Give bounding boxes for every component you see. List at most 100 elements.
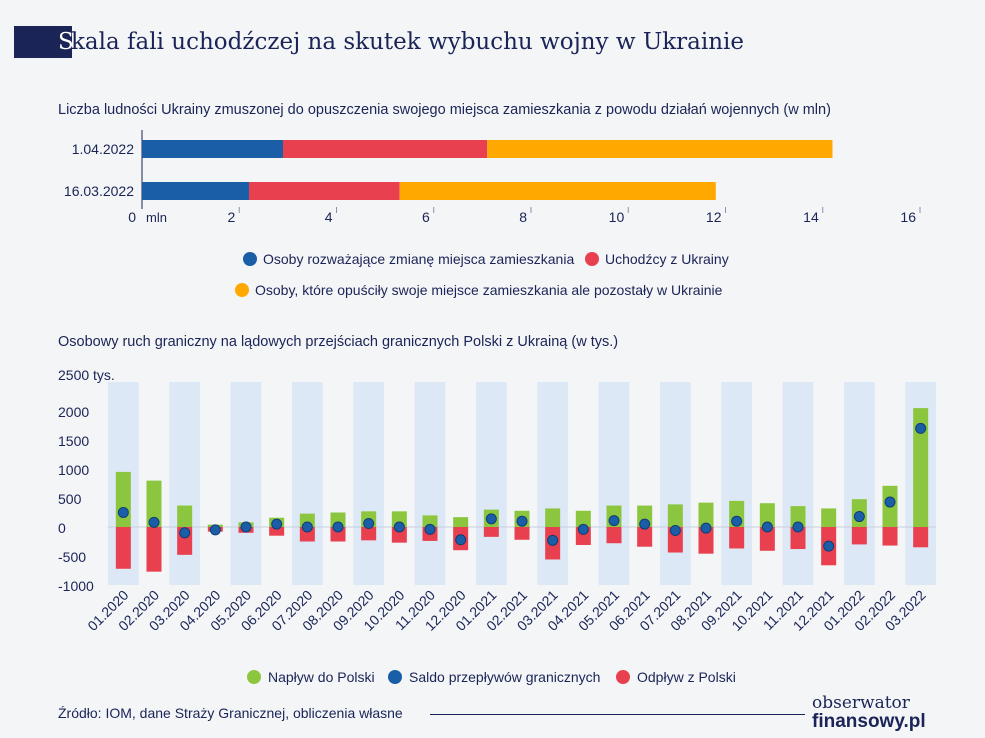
chart2-balance-point [577,523,589,535]
chart1-tick-label: 16 [900,209,916,225]
chart2-inflow-bar [575,510,591,527]
footer-divider [430,714,805,715]
chart2-ytick-label: -500 [58,549,86,565]
chart2-legend-marker [616,670,630,684]
chart2-inflow-bar [453,517,469,527]
chart1-title: Liczba ludności Ukrainy zmuszonej do opu… [58,102,831,118]
chart2-outflow-bar [913,527,929,548]
chart2-balance-point [332,521,344,533]
chart1-tick-label: 14 [803,209,819,225]
chart2-title: Osobowy ruch graniczny na lądowych przej… [58,334,618,350]
chart2-balance-point [915,422,927,434]
chart2-balance-point [669,524,681,536]
chart2-legend-label: Saldo przepływów granicznych [409,669,600,685]
chart2-outflow-bar [483,527,499,537]
chart2-balance-point [884,496,896,508]
chart2-outflow-bar [146,527,162,572]
chart1-tick-label: 12 [706,209,722,225]
chart2-background-stripe [230,382,262,585]
chart2-inflow-bar [177,505,193,527]
chart1-unit-label: mln [146,210,167,225]
chart2-background-stripe [414,382,446,585]
chart2-balance-point [700,522,712,534]
chart1-bar-segment [487,140,833,158]
chart2-outflow-bar [759,527,775,551]
chart2-inflow-bar [115,471,131,527]
chart2-balance-point [209,524,221,536]
chart2-inflow-bar [698,502,714,527]
chart2-ytick-label: -1000 [58,578,94,594]
chart2-legend-label: Odpływ z Polski [637,669,736,685]
chart1-legend-marker [243,252,257,266]
logo-line1: obserwator [812,693,910,713]
source-note: Źródło: IOM, dane Straży Granicznej, obl… [58,705,403,721]
chart2-outflow-bar [606,527,622,544]
chart2-inflow-bar [759,503,775,527]
chart1-tick-label: 10 [609,209,625,225]
chart2-background-stripe [353,382,384,585]
chart2-balance-point [363,518,375,530]
page-title: kala fali uchodźczej na skutek wybuchu w… [71,29,744,55]
chart2-background-stripe [476,382,507,585]
chart2-legend-label: Napływ do Polski [268,669,375,685]
chart1-bar-segment [248,182,400,200]
chart1-bar-segment [283,140,488,158]
chart2-balance-point [424,523,436,535]
chart2-background-stripe [292,382,323,585]
chart2-balance-point [393,521,405,533]
chart2-outflow-bar [269,527,285,536]
chart2-ytick-label: 1500 [58,433,89,449]
chart1-bar-segment [142,140,284,158]
chart2-balance-point [516,515,528,527]
chart2-ytick-label: 1000 [58,462,89,478]
chart2-inflow-bar [913,408,929,527]
chart2-balance-point [271,518,283,530]
logo-line2: finansowy.pl [812,711,926,732]
chart2-balance-point [853,511,865,523]
chart2-balance-point [639,518,651,530]
chart2-balance-point [608,515,620,527]
chart1-tick-label: 4 [325,209,333,225]
chart2-outflow-bar [115,527,131,569]
chart2-outflow-bar [790,527,806,550]
chart2-balance-point [485,513,497,525]
chart2-inflow-bar [146,480,162,527]
chart2-inflow-bar [821,508,837,527]
chart2-balance-point [792,521,804,533]
chart1-category-label: 1.04.2022 [72,141,134,157]
chart2-background-stripe [782,382,814,585]
chart1-tick-label: 6 [422,209,430,225]
chart1-tick-label: 8 [519,209,527,225]
chart2-balance-point [240,521,252,533]
chart1-legend-label: Uchodźcy z Ukrainy [605,251,729,267]
chart2-legend-marker [247,670,261,684]
chart1-legend-label: Osoby, które opuściły swoje miejsce zami… [255,282,723,298]
chart2-ytick-label: 2500 tys. [58,367,115,383]
chart2-outflow-bar [361,527,377,541]
chart2-outflow-bar [882,527,898,546]
chart2-outflow-bar [637,527,653,547]
chart2-balance-point [455,534,467,546]
chart2-ytick-label: 0 [58,520,66,536]
chart2-background-stripe [598,382,630,585]
chart2-ytick-label: 2000 [58,404,89,420]
chart2-inflow-bar [422,515,438,527]
chart2-background-stripe [721,382,752,585]
chart2-balance-point [731,515,743,527]
chart2-balance-point [301,521,313,533]
chart2-background-stripe [660,382,691,585]
chart2-balance-point [117,507,129,518]
chart2-balance-point [179,527,191,539]
chart2-outflow-bar [514,527,530,540]
chart2-outflow-bar [729,527,745,549]
publisher-logo: obserwator finansowy.pl [812,694,932,734]
chart2-inflow-bar [790,506,806,527]
chart1-legend-marker [585,252,599,266]
chart2-outflow-bar [698,527,714,554]
chart2-outflow-bar [851,527,867,545]
chart2-balance-point [823,540,835,552]
chart1-tick-label: 0 [128,209,136,225]
chart2-legend-marker [388,670,402,684]
